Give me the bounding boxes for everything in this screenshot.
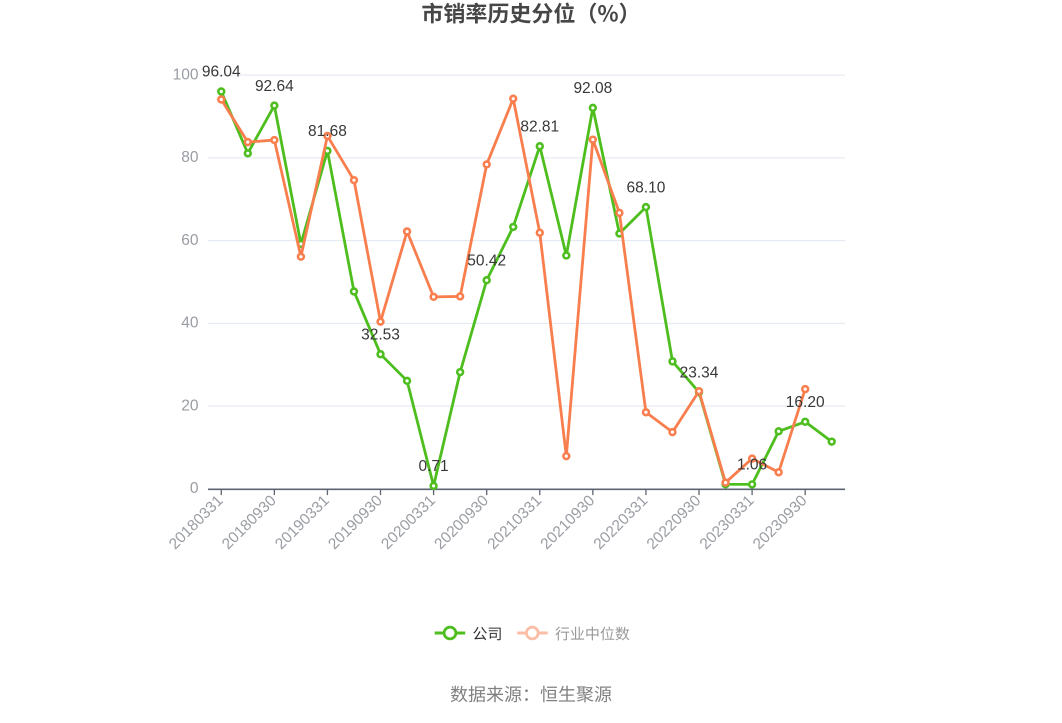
svg-text:100: 100 (173, 66, 199, 83)
svg-text:32.53: 32.53 (361, 326, 400, 343)
svg-text:0: 0 (190, 480, 199, 497)
svg-text:60: 60 (181, 232, 199, 249)
svg-text:68.10: 68.10 (627, 179, 666, 196)
svg-text:23.34: 23.34 (680, 364, 719, 381)
svg-text:92.64: 92.64 (255, 78, 294, 95)
svg-text:1.06: 1.06 (737, 457, 767, 474)
svg-text:96.04: 96.04 (202, 64, 241, 81)
svg-text:16.20: 16.20 (786, 394, 825, 411)
svg-text:0.71: 0.71 (419, 458, 449, 475)
svg-text:50.42: 50.42 (467, 252, 506, 269)
svg-text:82.81: 82.81 (520, 118, 559, 135)
svg-text:80: 80 (181, 149, 199, 166)
svg-text:81.68: 81.68 (308, 123, 347, 140)
svg-text:92.08: 92.08 (573, 80, 612, 97)
svg-text:40: 40 (181, 315, 199, 332)
svg-text:20: 20 (181, 397, 199, 414)
